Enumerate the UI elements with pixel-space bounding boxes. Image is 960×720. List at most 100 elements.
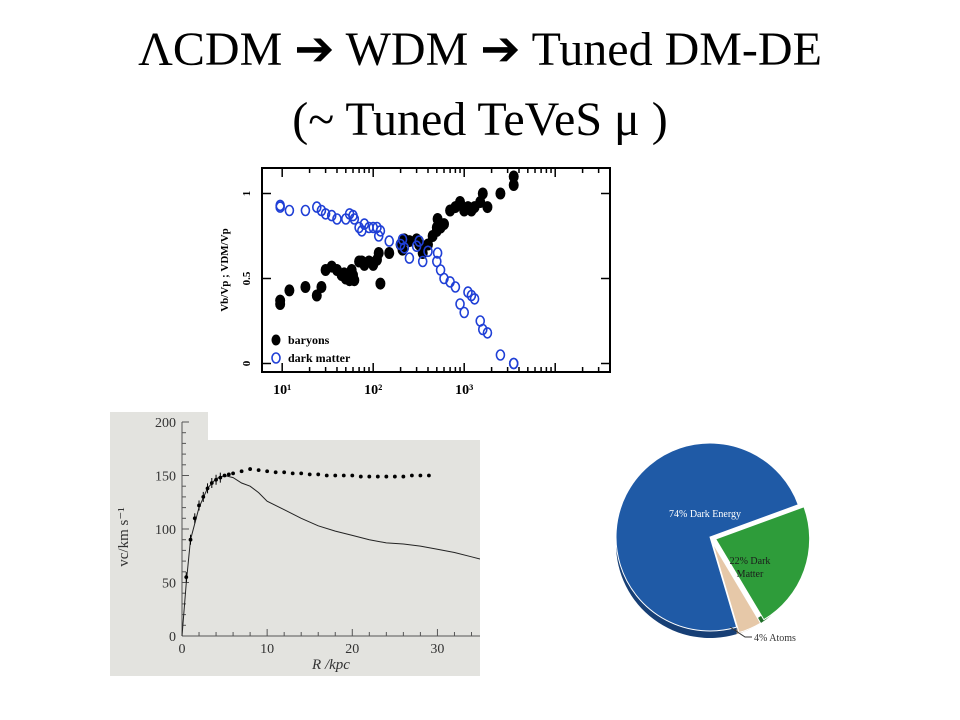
x-tick-label: 10¹ xyxy=(273,383,291,398)
dark-matter-point xyxy=(455,298,465,310)
dark-matter-point xyxy=(423,245,433,258)
rotation-data-point xyxy=(226,472,231,477)
baryons-point xyxy=(384,247,395,259)
title-tuned: Tuned DM-DE xyxy=(531,23,822,76)
title-lcdm: ΛCDM xyxy=(138,23,283,76)
baryons-point xyxy=(275,294,286,307)
y-axis-label: Vb/Vp ; VDM/Vp xyxy=(219,228,231,312)
dark-matter-point xyxy=(311,201,322,213)
dark-matter-point xyxy=(469,293,480,305)
rotation-data-point xyxy=(188,537,193,542)
baryons-point xyxy=(508,170,519,183)
pie-label-dark-matter-line1: 22% Dark xyxy=(730,556,771,567)
baryons-point xyxy=(316,281,327,293)
y-tick-label: 0 xyxy=(241,360,253,366)
rotation-data-point xyxy=(392,474,397,479)
pie-slice-dark-energy-side xyxy=(616,537,737,638)
rotation-data-point xyxy=(290,471,295,476)
rotation-data-point xyxy=(273,470,278,475)
dark-matter-point xyxy=(384,235,395,247)
baryons-point xyxy=(482,201,493,214)
legend-dark-matter-label: dark matter xyxy=(288,351,351,365)
rotation-data-point xyxy=(265,469,270,474)
baryons-point xyxy=(375,277,386,290)
rotation-data-point xyxy=(299,471,304,476)
dark-matter-point xyxy=(375,225,386,237)
baryons-point xyxy=(311,289,322,302)
rotation-data-point xyxy=(205,486,210,491)
rotation-data-point xyxy=(248,467,253,471)
dark-matter-point xyxy=(414,235,424,247)
rotation-data-point xyxy=(231,471,235,476)
rotation-data-point xyxy=(333,473,338,478)
x-tick-label: 20 xyxy=(345,642,359,657)
y-axis-label: vc/km s⁻¹ xyxy=(116,507,132,567)
rotation-data-point xyxy=(201,495,206,499)
dark-matter-point xyxy=(284,204,295,217)
dark-matter-point xyxy=(326,209,337,222)
rotation-data-point xyxy=(192,516,197,521)
x-tick-label: 0 xyxy=(179,642,186,657)
slide-title-line-1: ΛCDM ➔ WDM ➔ Tuned DM-DE xyxy=(0,22,960,78)
legend-dark-matter-marker xyxy=(271,352,281,364)
baryons-point xyxy=(284,284,295,297)
x-tick-label: 10 xyxy=(260,642,274,657)
dark-matter-point xyxy=(508,357,519,370)
baryons-point xyxy=(477,187,488,200)
dark-matter-point xyxy=(359,218,370,230)
pie-slice-dark-matter xyxy=(714,506,811,621)
dark-matter-point xyxy=(495,349,506,361)
x-tick-label: 10² xyxy=(364,383,382,398)
rotation-data-point xyxy=(307,472,312,477)
rotation-data-point xyxy=(209,481,214,485)
rotation-data-point xyxy=(358,474,363,479)
y-tick-label: 0.5 xyxy=(241,271,253,285)
dark-matter-point xyxy=(399,242,410,254)
rotation-data-point xyxy=(418,473,423,478)
baryons-point xyxy=(439,218,450,231)
dark-matter-point xyxy=(450,281,461,293)
rotation-data-point xyxy=(214,477,218,482)
dark-matter-point xyxy=(397,233,408,246)
rotation-data-point xyxy=(197,503,201,508)
rotation-data-point xyxy=(427,473,431,478)
y-tick-label: 50 xyxy=(162,577,176,592)
plot-frame xyxy=(261,167,611,373)
rotation-data-point xyxy=(375,474,380,479)
rotation-data-point xyxy=(341,473,346,478)
rotation-data-point xyxy=(222,473,227,478)
dark-matter-point xyxy=(349,213,360,225)
dark-matter-point xyxy=(300,204,311,217)
pie-label-dark-energy: 74% Dark Energy xyxy=(669,509,741,520)
dark-matter-point xyxy=(482,327,493,339)
dark-matter-point xyxy=(404,252,415,264)
x-tick-label: 30 xyxy=(430,642,444,657)
rotation-data-point xyxy=(401,474,406,479)
dark-matter-point xyxy=(459,306,470,319)
baryons-point xyxy=(349,274,360,287)
y-tick-label: 1 xyxy=(241,191,253,197)
title-wdm: WDM xyxy=(345,23,469,76)
y-tick-label: 0 xyxy=(169,630,176,645)
legend-baryons-marker xyxy=(271,334,281,346)
rotation-curve-chart: 0 10 20 30 0 50 100 150 200 R /kpc vc/km s⁻¹ xyxy=(110,412,480,676)
arrow-icon: ➔ xyxy=(480,23,521,76)
arrow-icon: ➔ xyxy=(294,23,335,76)
legend-baryons-label: baryons xyxy=(288,333,330,347)
slide-title-line-2: (~ Tuned TeVeS μ ) xyxy=(292,93,668,146)
y-tick-label: 200 xyxy=(155,416,176,431)
rotation-data-point xyxy=(184,575,189,580)
pie-slice-dark-energy xyxy=(615,442,799,632)
atoms-leader-line xyxy=(729,626,752,638)
baryons-point xyxy=(373,247,384,259)
rotation-data-point xyxy=(409,473,414,478)
dark-matter-point xyxy=(320,208,331,220)
x-tick-label: 10³ xyxy=(455,383,473,398)
rotation-data-point xyxy=(218,475,223,480)
dark-matter-point xyxy=(332,213,342,225)
dark-matter-point xyxy=(275,201,285,213)
x-axis-label: R /kpc xyxy=(311,657,350,673)
dark-matter-point xyxy=(439,272,449,285)
y-tick-label: 150 xyxy=(155,470,176,485)
